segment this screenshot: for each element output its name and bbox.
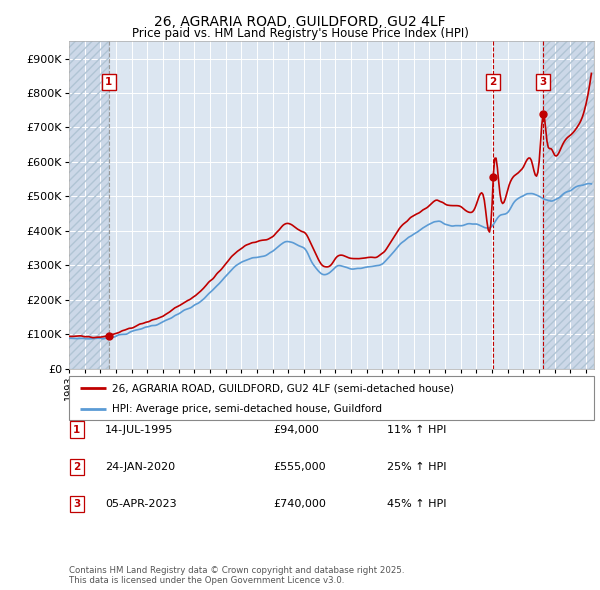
Text: 26, AGRARIA ROAD, GUILDFORD, GU2 4LF: 26, AGRARIA ROAD, GUILDFORD, GU2 4LF — [154, 15, 446, 30]
Text: 45% ↑ HPI: 45% ↑ HPI — [387, 499, 446, 509]
Bar — [543, 41, 594, 369]
Text: 26, AGRARIA ROAD, GUILDFORD, GU2 4LF (semi-detached house): 26, AGRARIA ROAD, GUILDFORD, GU2 4LF (se… — [112, 384, 454, 393]
Bar — [543, 41, 594, 369]
Text: 11% ↑ HPI: 11% ↑ HPI — [387, 425, 446, 434]
Text: 14-JUL-1995: 14-JUL-1995 — [105, 425, 173, 434]
Text: £94,000: £94,000 — [273, 425, 319, 434]
Text: £740,000: £740,000 — [273, 499, 326, 509]
Text: 1: 1 — [105, 77, 112, 87]
Text: 2: 2 — [73, 462, 80, 471]
Text: 25% ↑ HPI: 25% ↑ HPI — [387, 462, 446, 471]
Text: 24-JAN-2020: 24-JAN-2020 — [105, 462, 175, 471]
Text: HPI: Average price, semi-detached house, Guildford: HPI: Average price, semi-detached house,… — [112, 404, 382, 414]
Text: 3: 3 — [73, 499, 80, 509]
FancyBboxPatch shape — [69, 376, 594, 420]
Text: Price paid vs. HM Land Registry's House Price Index (HPI): Price paid vs. HM Land Registry's House … — [131, 27, 469, 40]
Bar — [69, 41, 109, 369]
Text: 3: 3 — [539, 77, 547, 87]
Bar — [69, 41, 109, 369]
Text: 1: 1 — [73, 425, 80, 434]
Text: £555,000: £555,000 — [273, 462, 326, 471]
Text: 05-APR-2023: 05-APR-2023 — [105, 499, 176, 509]
Text: 2: 2 — [490, 77, 497, 87]
Text: Contains HM Land Registry data © Crown copyright and database right 2025.
This d: Contains HM Land Registry data © Crown c… — [69, 566, 404, 585]
